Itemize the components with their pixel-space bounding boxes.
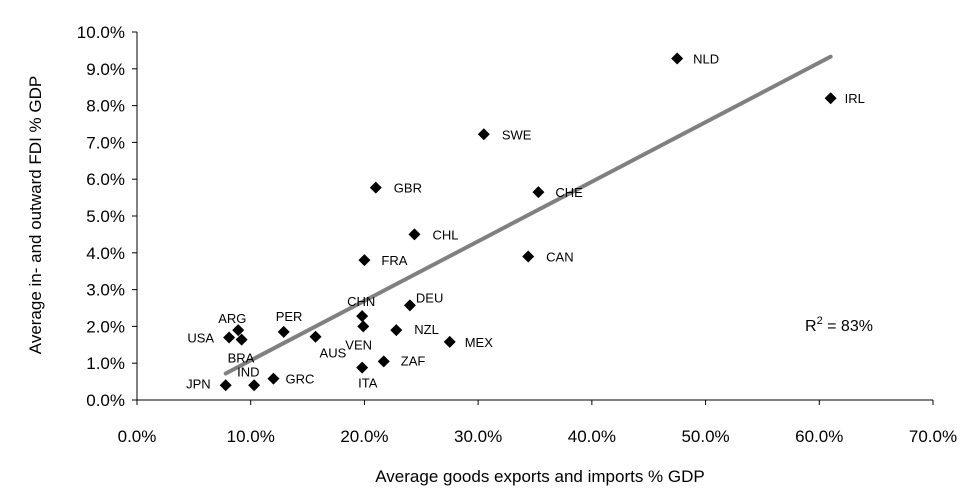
y-tick-label: 7.0% (86, 133, 125, 152)
point-label-deu: DEU (416, 290, 443, 305)
data-point-aus (309, 330, 322, 343)
y-tick-label: 5.0% (86, 207, 125, 226)
data-point-jpn (219, 379, 232, 392)
y-axis-ticks: 0.0% 1.0% 2.0% 3.0% 4.0% 5.0% 6.0% 7.0% 8.0% 9.0%… (77, 23, 137, 410)
x-tick-label: 0.0% (118, 427, 157, 446)
r-squared-prefix: R (805, 318, 817, 335)
point-label-can: CAN (546, 249, 573, 264)
point-label-bra: BRA (228, 351, 255, 366)
r-squared-annotation: R2 = 83% (805, 315, 873, 335)
data-point-bra (235, 333, 248, 346)
y-tick-label: 4.0% (86, 244, 125, 263)
x-axis-title: Average goods exports and imports % GDP (375, 467, 704, 486)
data-point-nzl (390, 324, 403, 337)
y-tick-label: 8.0% (86, 97, 125, 116)
data-point-gbr (369, 181, 382, 194)
data-point-deu (403, 299, 416, 312)
point-label-ven: VEN (345, 337, 372, 352)
point-label-aus: AUS (320, 346, 347, 361)
data-point-chl (408, 228, 421, 241)
y-tick-label: 6.0% (86, 170, 125, 189)
point-label-zaf: ZAF (401, 353, 426, 368)
point-label-ita: ITA (358, 376, 378, 391)
data-point-ita (356, 361, 369, 374)
data-point-mex (443, 335, 456, 348)
data-point-fra (358, 254, 371, 267)
data-point-chn (356, 310, 369, 323)
data-point-swe (477, 128, 490, 141)
x-tick-label: 60.0% (795, 427, 843, 446)
point-label-nzl: NZL (414, 322, 439, 337)
trendline (223, 54, 833, 376)
data-point-che (532, 186, 545, 199)
x-axis-ticks: 0.0% 10.0% 20.0% 30.0% 40.0% 50.0% 60.0% 70.0% (118, 400, 957, 446)
x-tick-label: 20.0% (340, 427, 388, 446)
plot-area: 0.0% 10.0% 20.0% 30.0% 40.0% 50.0% 60.0% 70.0% … (77, 23, 957, 446)
point-label-fra: FRA (381, 253, 407, 268)
point-label-per: PER (276, 309, 303, 324)
point-label-mex: MEX (465, 335, 494, 350)
x-tick-label: 10.0% (227, 427, 275, 446)
y-tick-label: 9.0% (86, 60, 125, 79)
point-label-che: CHE (555, 185, 583, 200)
data-point-labels: NLD IRL SWE GBR CHE CHL CAN FRA DEU CHN VEN NZL MEX P… (186, 51, 865, 391)
point-label-usa: USA (187, 330, 214, 345)
r-squared-value: = 83% (823, 318, 873, 335)
y-tick-label: 1.0% (86, 354, 125, 373)
y-tick-label: 0.0% (86, 391, 125, 410)
data-point-nld (671, 52, 684, 65)
data-point-ven (357, 320, 370, 333)
point-label-gbr: GBR (394, 181, 422, 196)
data-point-grc (267, 372, 280, 385)
y-tick-label: 3.0% (86, 281, 125, 300)
point-label-nld: NLD (693, 51, 719, 66)
point-label-jpn: JPN (186, 376, 211, 391)
data-point-zaf (377, 355, 390, 368)
point-label-swe: SWE (502, 127, 532, 142)
point-label-chn: CHN (347, 294, 375, 309)
point-label-grc: GRC (285, 372, 314, 387)
y-axis-title: Average in- and outward FDI % GDP (26, 76, 45, 354)
data-points (219, 52, 837, 392)
r-squared-superscript: 2 (817, 315, 823, 327)
x-tick-label: 50.0% (681, 427, 729, 446)
data-point-can (522, 250, 535, 263)
data-point-arg (232, 324, 245, 337)
x-tick-label: 40.0% (568, 427, 616, 446)
x-tick-label: 70.0% (909, 427, 957, 446)
data-point-usa (223, 331, 236, 344)
point-label-irl: IRL (845, 91, 865, 106)
data-point-ind (248, 379, 261, 392)
point-label-ind: IND (237, 364, 259, 379)
data-point-irl (824, 92, 837, 105)
point-label-chl: CHL (432, 227, 458, 242)
point-label-arg: ARG (218, 311, 246, 326)
y-tick-label: 10.0% (77, 23, 125, 42)
data-point-per (277, 325, 290, 338)
x-tick-label: 30.0% (454, 427, 502, 446)
y-tick-label: 2.0% (86, 317, 125, 336)
